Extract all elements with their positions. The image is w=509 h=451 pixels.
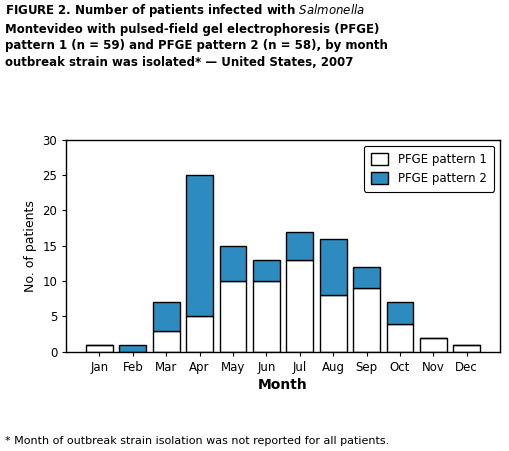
Y-axis label: No. of patients: No. of patients	[24, 200, 37, 292]
Text: * Month of outbreak strain isolation was not reported for all patients.: * Month of outbreak strain isolation was…	[5, 437, 388, 446]
Bar	[186, 317, 212, 352]
X-axis label: Month: Month	[258, 378, 307, 392]
Text: FIGURE 2. Number of patients infected with $\it{Salmonella}$
Montevideo with pul: FIGURE 2. Number of patients infected wi…	[5, 2, 387, 69]
Bar	[353, 267, 379, 288]
Bar	[386, 323, 412, 352]
Bar	[286, 260, 313, 352]
Bar	[219, 246, 246, 281]
Bar	[252, 281, 279, 352]
Bar	[353, 288, 379, 352]
Bar	[86, 345, 112, 352]
Bar	[252, 260, 279, 281]
Bar	[119, 345, 146, 352]
Bar	[153, 302, 179, 331]
Bar	[453, 345, 479, 352]
Bar	[319, 295, 346, 352]
Legend: PFGE pattern 1, PFGE pattern 2: PFGE pattern 1, PFGE pattern 2	[363, 146, 493, 192]
Bar	[186, 175, 212, 317]
Bar	[319, 239, 346, 295]
Bar	[219, 281, 246, 352]
Bar	[419, 338, 446, 352]
Bar	[286, 232, 313, 260]
Bar	[386, 302, 412, 323]
Bar	[153, 331, 179, 352]
